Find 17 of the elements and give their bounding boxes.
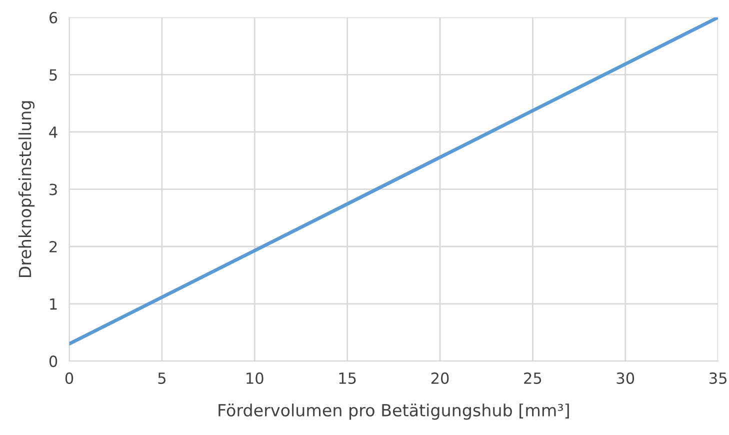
x-tick-label: 35 [710,372,726,384]
x-tick-label: 15 [339,372,356,384]
x-tick-label: 20 [431,372,449,384]
x-tick-label: 0 [65,372,74,384]
x-tick-label: 25 [524,372,542,384]
y-tick-label: 1 [50,298,57,310]
y-tick-label: 0 [49,356,58,368]
y-tick-label: 6 [49,12,58,24]
y-tick-label: 5 [50,69,57,81]
y-tick-label: 4 [49,126,58,138]
x-tick-label: 30 [616,372,634,384]
y-tick-label: 3 [50,184,57,196]
y-axis-title: Drehknopfeinstellung [18,101,35,278]
x-tick-label: 5 [158,372,166,384]
x-axis-title: Fördervolumen pro Betätigungshub [mm³] [218,404,569,420]
x-tick-label: 10 [246,372,264,384]
y-tick-label: 2 [50,240,57,252]
